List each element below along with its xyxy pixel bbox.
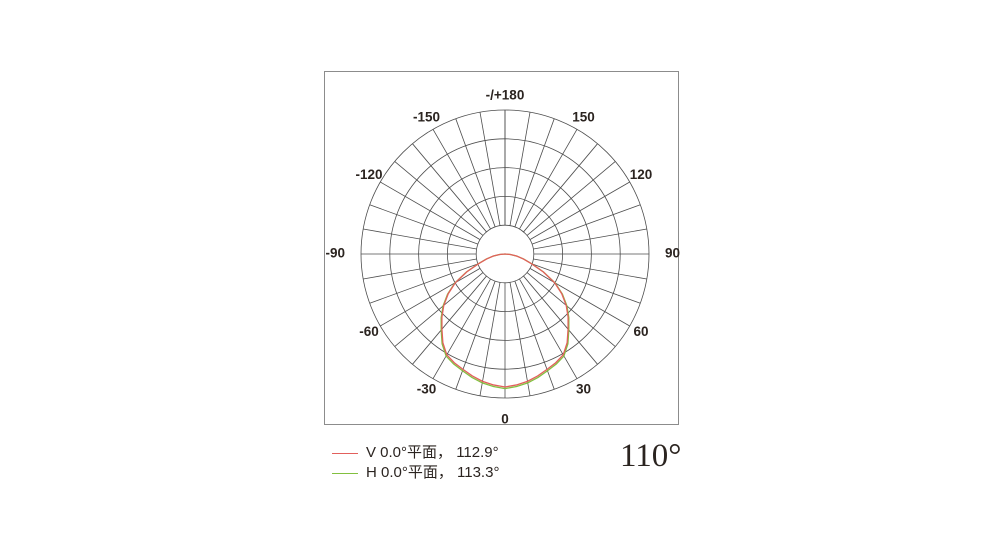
svg-text:150: 150 (572, 110, 595, 125)
svg-text:0: 0 (501, 412, 509, 427)
svg-text:120: 120 (630, 167, 653, 182)
svg-text:60: 60 (633, 324, 648, 339)
svg-text:-30: -30 (417, 382, 437, 397)
svg-text:30: 30 (576, 382, 591, 397)
svg-text:-/+180: -/+180 (486, 88, 525, 103)
svg-text:-90: -90 (325, 246, 345, 261)
svg-text:-120: -120 (356, 167, 383, 182)
svg-text:90: 90 (665, 246, 680, 261)
svg-text:-150: -150 (413, 110, 440, 125)
svg-text:-60: -60 (359, 324, 379, 339)
